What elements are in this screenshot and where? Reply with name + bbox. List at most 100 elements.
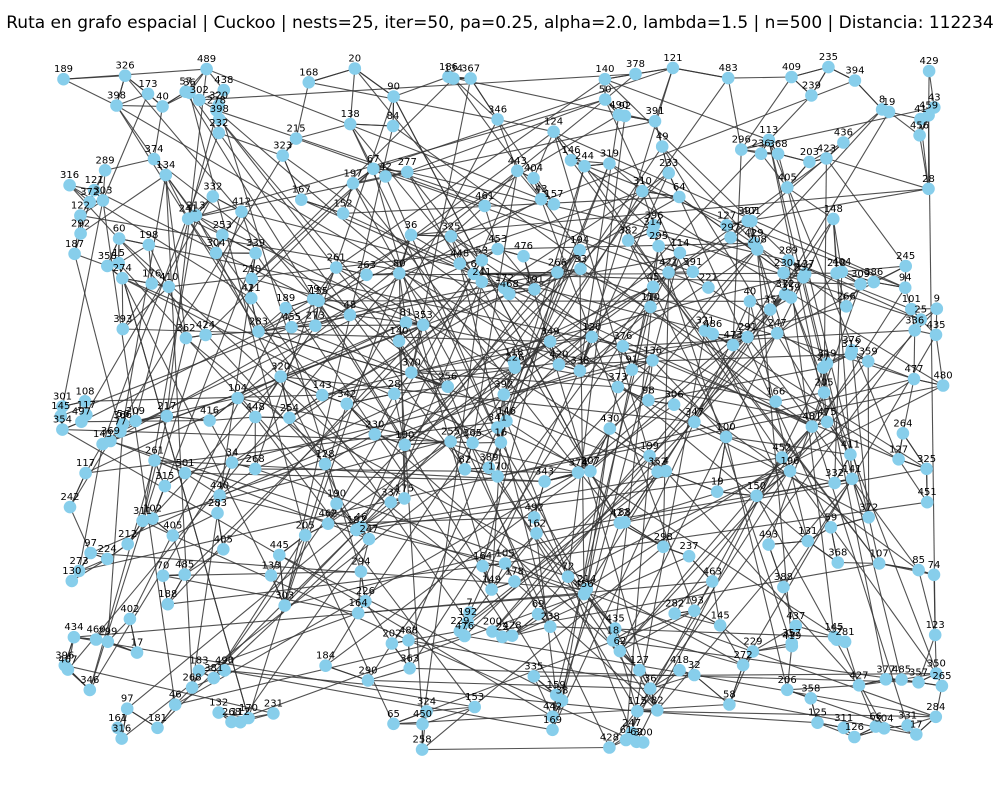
graph-node-label: 452 bbox=[772, 442, 791, 453]
graph-node-label: 420 bbox=[549, 350, 568, 361]
graph-node bbox=[848, 730, 861, 744]
graph-node-label: 304 bbox=[206, 238, 225, 249]
graph-node-label: 161 bbox=[108, 713, 127, 724]
graph-node bbox=[662, 266, 675, 279]
graph-node bbox=[907, 372, 921, 386]
graph-node bbox=[160, 409, 174, 423]
graph-node-label: 277 bbox=[398, 157, 417, 168]
graph-node-label: 107 bbox=[870, 548, 889, 559]
graph-edge bbox=[740, 76, 792, 150]
graph-node bbox=[494, 436, 508, 449]
graph-node bbox=[444, 230, 458, 243]
graph-node bbox=[178, 466, 192, 480]
graph-edge bbox=[511, 626, 551, 637]
graph-edge bbox=[289, 417, 744, 666]
graph-edge bbox=[63, 78, 117, 106]
graph-node-label: 53 bbox=[475, 245, 488, 256]
graph-edge bbox=[609, 386, 619, 429]
graph-node bbox=[603, 157, 616, 170]
graph-node-label: 194 bbox=[570, 235, 589, 246]
graph-node-label: 34 bbox=[226, 448, 239, 459]
graph-node-label: 237 bbox=[680, 541, 699, 552]
graph-node-label: 56 bbox=[117, 409, 130, 420]
graph-edge bbox=[209, 420, 233, 463]
graph-edge bbox=[589, 428, 611, 472]
graph-node-label: 473 bbox=[723, 330, 742, 341]
graph-node-label: 296 bbox=[732, 135, 751, 146]
graph-edge bbox=[788, 259, 922, 321]
graph-edge bbox=[373, 168, 669, 273]
graph-node-label: 217 bbox=[157, 401, 176, 412]
graph-node-label: 16 bbox=[495, 427, 508, 438]
graph-node-label: 325 bbox=[917, 454, 936, 465]
graph-node-label: 97 bbox=[121, 694, 134, 705]
graph-node-label: 117 bbox=[77, 400, 96, 411]
graph-node bbox=[393, 267, 406, 280]
graph-node bbox=[530, 527, 543, 540]
graph-node bbox=[651, 704, 664, 717]
graph-edge bbox=[608, 329, 916, 748]
graph-node-label: 210 bbox=[242, 264, 261, 275]
graph-node-label: 298 bbox=[654, 532, 673, 543]
graph-node bbox=[801, 534, 815, 548]
graph-node-label: 187 bbox=[65, 239, 84, 250]
graph-node-label: 62 bbox=[630, 727, 643, 738]
graph-edge bbox=[175, 635, 465, 706]
graph-edge bbox=[206, 68, 555, 205]
graph-node-label: 303 bbox=[275, 591, 294, 602]
graph-node bbox=[217, 543, 230, 556]
graph-node bbox=[116, 271, 129, 285]
graph-edge bbox=[637, 710, 818, 724]
graph-node-label: 438 bbox=[214, 75, 233, 86]
graph-node-label: 405 bbox=[214, 534, 233, 545]
graph-node bbox=[517, 249, 530, 263]
graph-node bbox=[547, 197, 561, 211]
graph-node-label: 369 bbox=[101, 426, 120, 437]
graph-node bbox=[780, 683, 794, 697]
graph-node-label: 40 bbox=[156, 91, 169, 102]
graph-node-label: 153 bbox=[465, 692, 484, 703]
graph-node-label: 323 bbox=[273, 141, 292, 152]
graph-node-label: 295 bbox=[649, 231, 668, 242]
graph-node bbox=[747, 236, 761, 250]
graph-edge bbox=[635, 67, 673, 75]
graph-edge bbox=[411, 371, 618, 388]
graph-node-label: 359 bbox=[859, 346, 878, 357]
graph-edge bbox=[540, 199, 695, 611]
graph-node-label: 401 bbox=[742, 206, 761, 217]
graph-edge bbox=[533, 676, 554, 717]
graph-node bbox=[555, 694, 569, 707]
graph-edge bbox=[237, 397, 579, 474]
graph-edge bbox=[279, 554, 553, 718]
graph-node bbox=[416, 318, 430, 332]
graph-node-label: 336 bbox=[905, 315, 924, 326]
graph-node bbox=[805, 89, 818, 102]
graph-edge bbox=[126, 441, 451, 710]
graph-node-label: 28 bbox=[922, 174, 935, 185]
graph-node bbox=[741, 330, 754, 344]
graph-node-label: 159 bbox=[547, 680, 566, 691]
graph-edge bbox=[184, 548, 224, 575]
graph-edge bbox=[357, 394, 505, 614]
graph-edge bbox=[189, 92, 466, 470]
graph-node bbox=[625, 363, 639, 377]
graph-edge bbox=[80, 215, 505, 289]
graph-edge bbox=[254, 286, 654, 470]
graph-node-label: 128 bbox=[316, 449, 335, 460]
graph-node bbox=[720, 219, 733, 232]
graph-node-label: 245 bbox=[896, 251, 915, 262]
graph-node bbox=[746, 645, 760, 658]
graph-node-label: 124 bbox=[544, 117, 563, 128]
graph-edge bbox=[367, 667, 410, 681]
graph-node bbox=[283, 411, 296, 425]
graph-edge bbox=[224, 669, 638, 712]
graph-node-label: 497 bbox=[72, 407, 91, 418]
graph-edge bbox=[817, 722, 855, 738]
graph-node bbox=[273, 548, 286, 562]
graph-node bbox=[420, 705, 433, 718]
graph-edge bbox=[122, 277, 502, 443]
graph-node-label: 79 bbox=[307, 284, 320, 295]
graph-edge bbox=[409, 252, 681, 669]
graph-node-label: 392 bbox=[494, 379, 513, 390]
graph-node bbox=[142, 238, 156, 252]
